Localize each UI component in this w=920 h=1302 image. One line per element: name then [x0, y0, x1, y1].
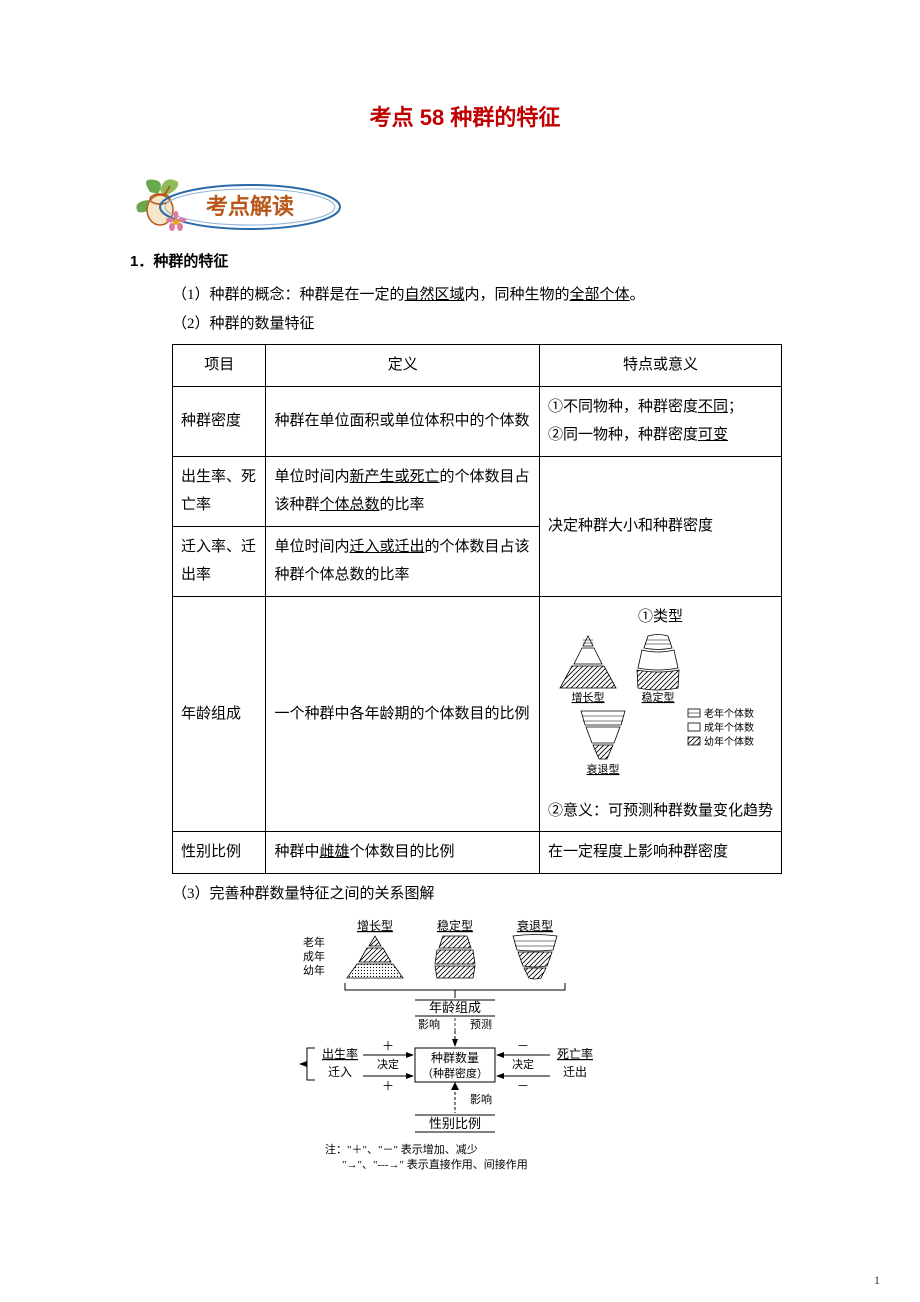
section-banner: 考点解读 [130, 172, 800, 232]
table-cell: 种群在单位面积或单位体积中的个体数 [266, 386, 540, 456]
svg-text:幼年个体数: 幼年个体数 [704, 735, 754, 748]
table-cell: 单位时间内新产生或死亡的个体数目占该种群个体总数的比率 [266, 456, 540, 526]
page-number: 1 [0, 1273, 920, 1288]
svg-text:老年: 老年 [303, 935, 325, 949]
svg-text:决定: 决定 [377, 1057, 399, 1071]
svg-text:影响: 影响 [418, 1018, 440, 1031]
banner-text: 考点解读 [206, 194, 294, 219]
svg-text:－: － [517, 1079, 529, 1093]
table-cell: 决定种群大小和种群密度 [539, 456, 781, 596]
table-cell: ①不同物种，种群密度不同； ②同一物种，种群密度可变 [539, 386, 781, 456]
svg-text:种群数量: 种群数量 [431, 1050, 479, 1065]
age-pyramids-diagram: 增长型 稳定型 老年个体数 [548, 631, 758, 786]
svg-text:成年: 成年 [303, 949, 325, 963]
svg-text:衰退型: 衰退型 [517, 918, 553, 933]
table-cell: 种群密度 [173, 386, 266, 456]
table-cell: 一个种群中各年龄期的个体数目的比例 [266, 596, 540, 832]
svg-text:影响: 影响 [470, 1093, 492, 1106]
svg-text:稳定型: 稳定型 [437, 918, 473, 933]
svg-text:出生率: 出生率 [322, 1046, 358, 1061]
table-cell: 在一定程度上影响种群密度 [539, 832, 781, 874]
point-3: （3）完善种群数量特征之间的关系图解 [130, 880, 800, 909]
svg-text:预测: 预测 [470, 1018, 492, 1031]
section-heading-1: 1．种群的特征 [130, 250, 800, 271]
point-2: （2）种群的数量特征 [130, 310, 800, 339]
table-header: 特点或意义 [539, 345, 781, 387]
svg-text:增长型: 增长型 [357, 919, 393, 933]
svg-text:＋: ＋ [382, 1079, 394, 1093]
table-cell: 迁入率、迁出率 [173, 526, 266, 596]
svg-text:迁出: 迁出 [563, 1065, 587, 1079]
svg-text:增长型: 增长型 [571, 690, 604, 704]
point-1: （1）种群的概念：种群是在一定的自然区域内，同种生物的全部个体。 [130, 281, 800, 310]
svg-text:性别比例: 性别比例 [429, 1116, 481, 1131]
table-cell: 年龄组成 [173, 596, 266, 832]
table-cell: 种群中雌雄个体数目的比例 [266, 832, 540, 874]
banner-graphic: 考点解读 [130, 172, 390, 232]
svg-text:成年个体数: 成年个体数 [704, 721, 754, 734]
svg-text:注："＋"、"－" 表示增加、减少: 注："＋"、"－" 表示增加、减少 [325, 1142, 478, 1156]
svg-text:＋: ＋ [382, 1039, 394, 1053]
table-cell: 单位时间内迁入或迁出的个体数目占该种群个体总数的比率 [266, 526, 540, 596]
definition-table: 项目 定义 特点或意义 种群密度 种群在单位面积或单位体积中的个体数 ①不同物种… [172, 344, 782, 874]
svg-text:迁入: 迁入 [328, 1065, 352, 1079]
svg-text:（种群密度）: （种群密度） [422, 1066, 488, 1080]
svg-text:"→"、"---→" 表示直接作用、间接作用: "→"、"---→" 表示直接作用、间接作用 [342, 1157, 528, 1171]
svg-text:老年个体数: 老年个体数 [704, 707, 754, 720]
table-cell: 出生率、死亡率 [173, 456, 266, 526]
svg-text:幼年: 幼年 [303, 963, 325, 977]
table-header: 项目 [173, 345, 266, 387]
table-cell: 性别比例 [173, 832, 266, 874]
table-header: 定义 [266, 345, 540, 387]
svg-text:衰退型: 衰退型 [586, 762, 619, 776]
page-title: 考点 58 种群的特征 [130, 100, 800, 132]
svg-text:年龄组成: 年龄组成 [429, 1000, 481, 1015]
relationship-diagram: 增长型 稳定型 衰退型 老年 成年 幼年 [245, 918, 685, 1193]
svg-text:稳定型: 稳定型 [641, 690, 674, 704]
svg-text:死亡率: 死亡率 [557, 1046, 593, 1061]
table-cell-pyramids: ①类型 增长型 [539, 596, 781, 832]
svg-text:－: － [517, 1039, 529, 1053]
svg-text:决定: 决定 [512, 1057, 534, 1071]
